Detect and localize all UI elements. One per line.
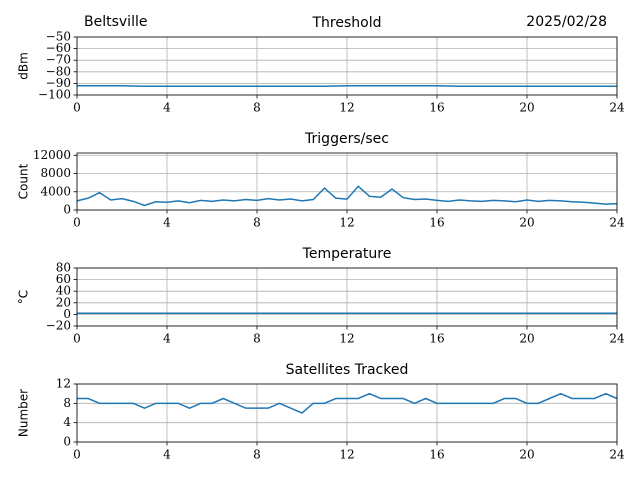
panel-title: Triggers/sec — [304, 131, 389, 147]
x-tick-label: 4 — [163, 332, 171, 346]
y-axis-label: Count — [17, 163, 31, 199]
y-tick-label: 20 — [56, 295, 71, 309]
x-tick-label: 16 — [429, 332, 444, 346]
y-tick-label: −90 — [46, 76, 71, 90]
x-tick-label: 24 — [609, 216, 625, 230]
date: 2025/02/28 — [526, 14, 607, 30]
x-tick-label: 12 — [339, 332, 354, 346]
y-tick-label: 12000 — [33, 148, 71, 162]
panel-title: Satellites Tracked — [286, 362, 409, 378]
axes-frame — [76, 36, 618, 96]
x-tick-label: 16 — [429, 448, 444, 462]
axes-frame — [76, 267, 618, 327]
x-tick-label: 16 — [429, 101, 444, 115]
x-tick-label: 20 — [519, 216, 534, 230]
location: Beltsville — [84, 14, 147, 30]
y-tick-label: 4000 — [40, 184, 71, 198]
x-tick-label: 4 — [163, 448, 171, 462]
y-tick-label: 12 — [56, 377, 71, 391]
y-tick-label: 8 — [63, 396, 71, 410]
y-axis-label: °C — [17, 290, 31, 304]
x-tick-label: 0 — [73, 216, 81, 230]
y-tick-label: −70 — [46, 53, 71, 67]
x-tick-label: 8 — [253, 216, 261, 230]
x-tick-label: 8 — [253, 448, 261, 462]
x-tick-label: 0 — [73, 101, 81, 115]
y-tick-label: 40 — [56, 284, 71, 298]
panel-title: Temperature — [302, 246, 392, 262]
axes-frame — [76, 383, 618, 443]
y-axis-label: dBm — [17, 52, 31, 80]
panel-title: Threshold — [312, 15, 382, 31]
y-tick-label: 8000 — [40, 166, 71, 180]
y-tick-label: 0 — [63, 203, 71, 217]
x-tick-label: 20 — [519, 448, 534, 462]
x-tick-label: 20 — [519, 101, 534, 115]
y-tick-label: 0 — [63, 307, 71, 321]
x-tick-label: 24 — [609, 332, 625, 346]
data-line — [77, 392, 618, 414]
x-tick-label: 16 — [429, 216, 444, 230]
data-line — [77, 84, 617, 88]
y-tick-label: −80 — [46, 64, 71, 78]
data-line — [76, 185, 618, 207]
x-tick-label: 24 — [609, 448, 625, 462]
axes-frame — [76, 152, 618, 211]
y-tick-label: −50 — [46, 30, 71, 44]
x-tick-label: 8 — [253, 101, 261, 115]
y-tick-label: 4 — [63, 415, 71, 429]
x-tick-label: 12 — [339, 216, 354, 230]
x-tick-label: 4 — [163, 101, 171, 115]
y-axis-label: Number — [17, 389, 31, 437]
x-tick-label: 0 — [73, 448, 81, 462]
y-tick-label: 0 — [63, 435, 71, 449]
x-tick-label: 24 — [609, 101, 625, 115]
x-tick-label: 20 — [519, 332, 534, 346]
x-tick-label: 4 — [163, 216, 171, 230]
x-tick-label: 0 — [73, 332, 81, 346]
x-tick-label: 8 — [253, 332, 261, 346]
y-tick-label: −20 — [46, 319, 71, 333]
y-tick-label: 80 — [56, 261, 71, 275]
y-tick-label: −100 — [38, 88, 71, 102]
x-tick-label: 12 — [339, 448, 354, 462]
y-tick-label: −60 — [46, 41, 71, 55]
x-tick-label: 12 — [339, 101, 354, 115]
y-tick-label: 60 — [56, 272, 71, 286]
